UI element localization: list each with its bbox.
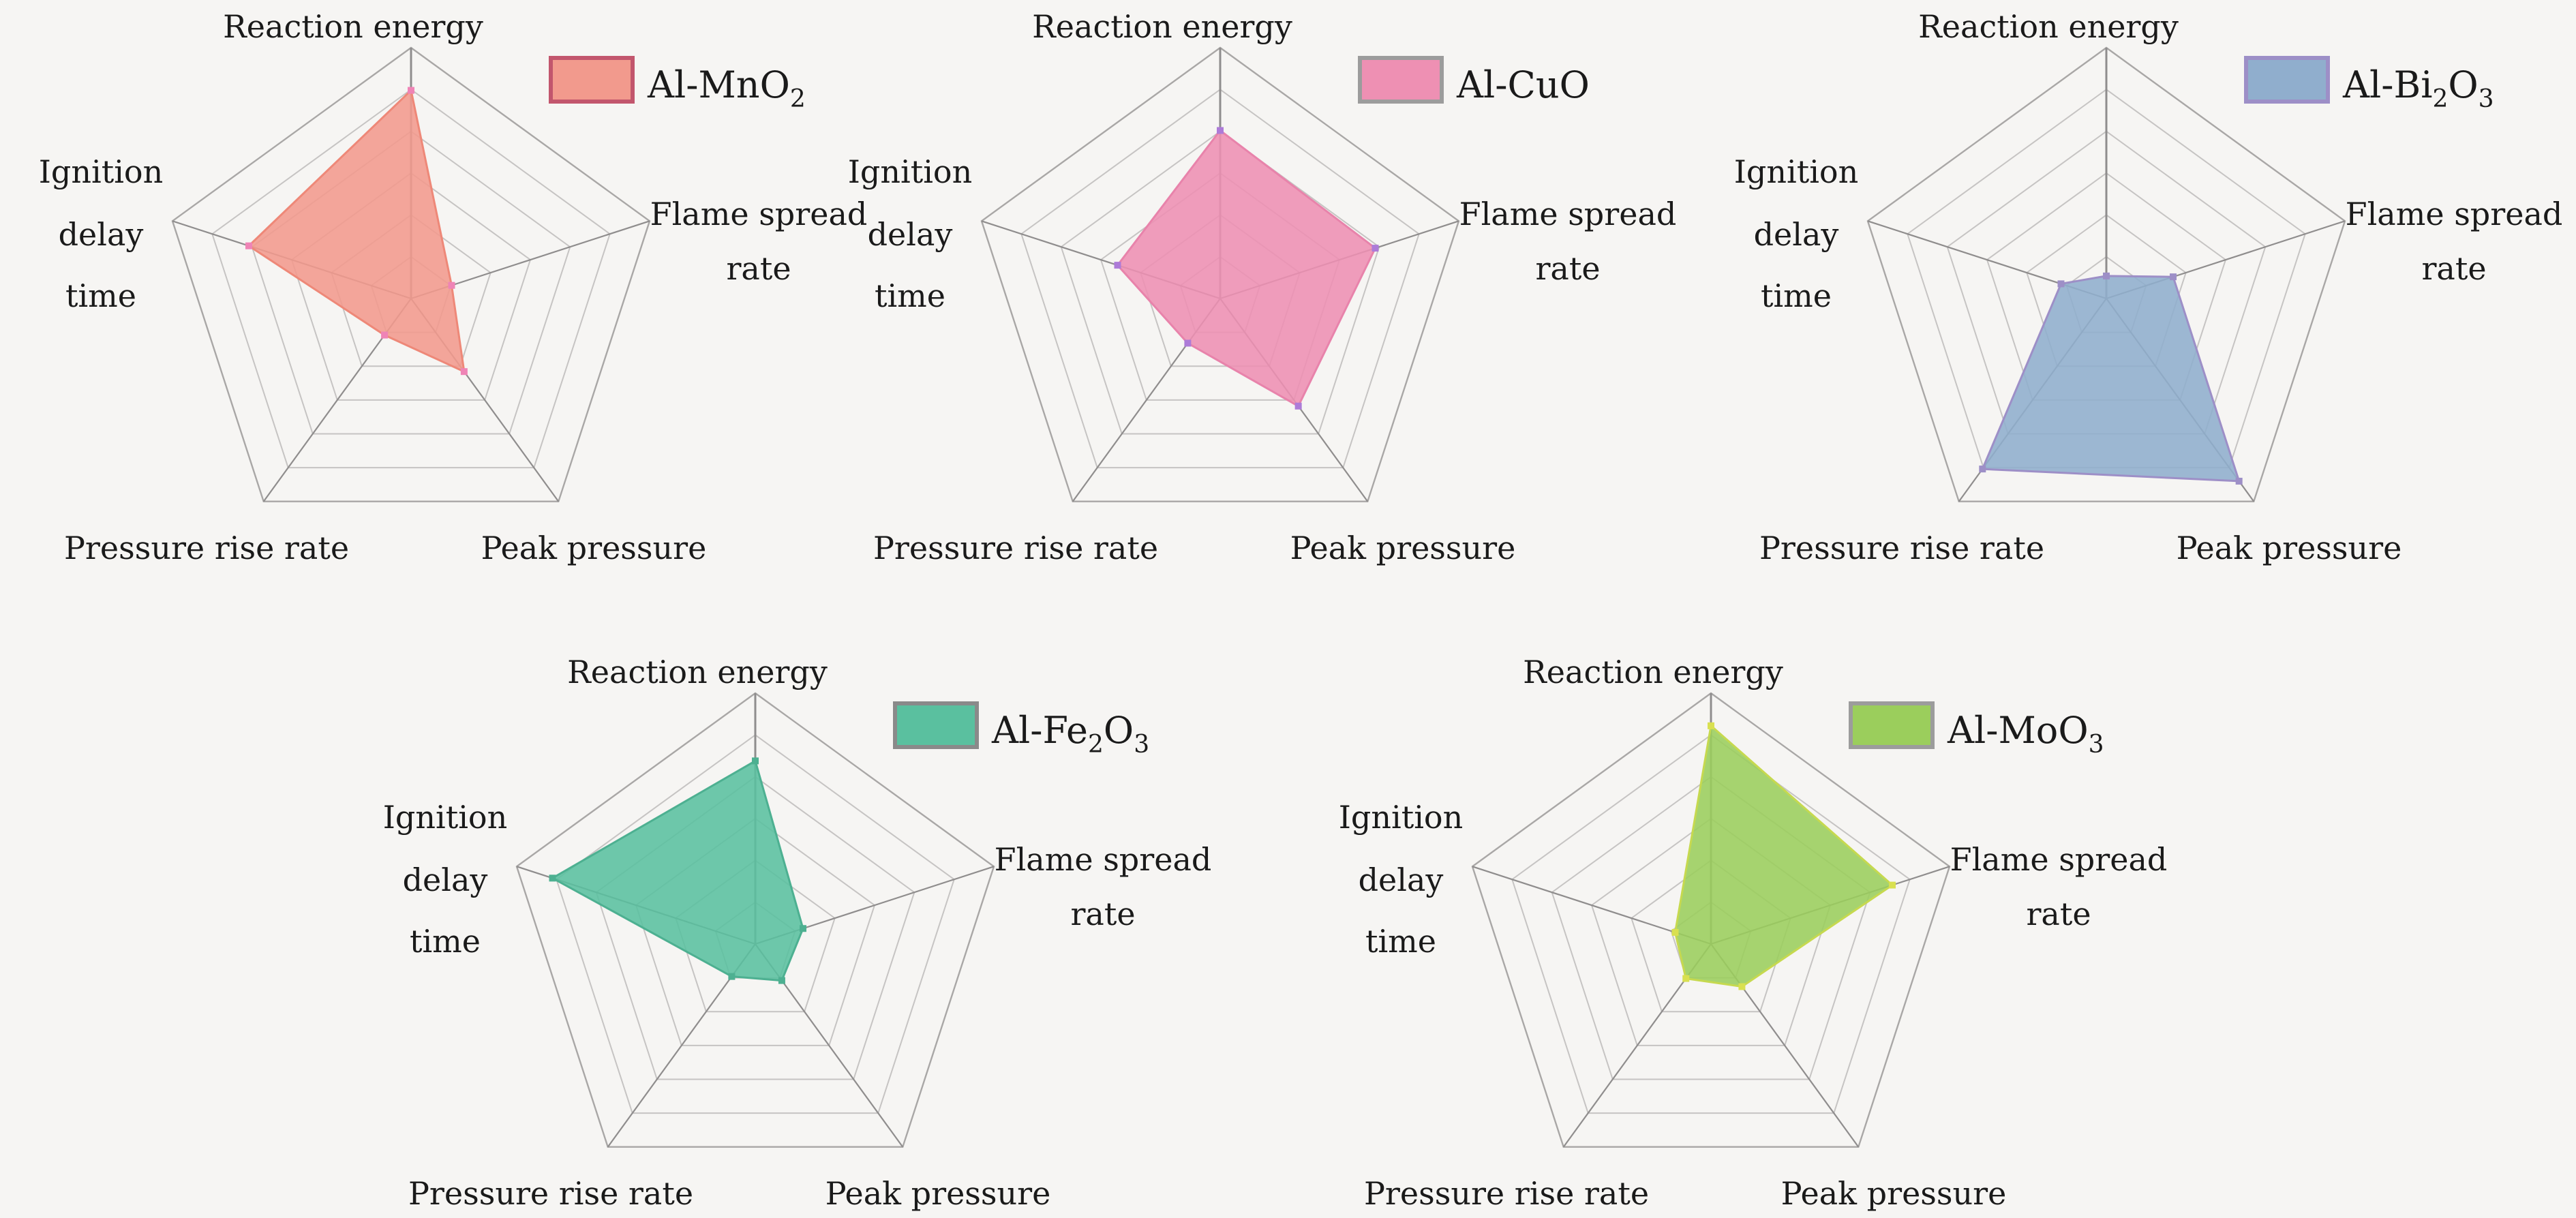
legend-label: Al-Fe2O3 [991,709,1149,759]
grid-ring [211,89,611,469]
grid-spoke [1472,866,1712,945]
series-vertex-marker [1708,722,1714,729]
axis-label-flame_spread_rate: Flame spread [650,196,868,232]
series-vertex-marker [1738,983,1746,990]
series-vertex-marker [1888,881,1896,889]
axis-label-ignition_delay_time: Ignition [39,153,163,190]
axis-label-ignition_delay_time: time [1365,923,1436,960]
series-polygon [551,759,804,982]
series-vertex-marker [1184,339,1192,347]
legend-swatch [893,701,979,749]
axis-label-ignition_delay_time: Ignition [1339,799,1463,836]
axis-label-ignition_delay_time: time [1761,277,1832,314]
axis-label-flame_spread_rate: rate [1535,250,1600,287]
series-vertex-marker [1217,127,1224,134]
legend-label: Al-MnO2 [647,63,806,113]
axis-label-peak_pressure: Peak pressure [1290,530,1516,566]
series-vertex-marker [1979,466,1986,473]
radar-chart-almoo3: Reaction energy Flame spread rate Peak pres… [1339,654,2168,1212]
series-vertex-marker [752,757,759,765]
series-vertex-marker [549,874,556,882]
axis-label-ignition_delay_time: delay [1359,862,1444,898]
grid-ring [1060,130,1380,435]
axis-label-pressure_rise_rate: Pressure rise rate [873,530,1158,566]
grid-ring [1511,734,1911,1114]
axis-label-flame_spread_rate: rate [2421,250,2486,287]
axis-label-ignition_delay_time: delay [868,216,953,253]
grid-outer-pentagon [1471,692,1951,1148]
axis-label-pressure_rise_rate: Pressure rise rate [1364,1175,1649,1212]
axis-label-ignition_delay_time: Ignition [1734,153,1858,190]
axis-label-peak_pressure: Peak pressure [1781,1175,2007,1212]
legend-swatch [2244,56,2330,104]
legend-label: Al-CuO [1456,63,1590,106]
grid-outer-pentagon [515,692,995,1148]
legend-swatch [1358,56,1444,104]
radar-chart-alcuo: Reaction energy Flame spread rate Peak pres… [848,8,1677,566]
legend-label: Al-Bi2O3 [2342,63,2494,113]
axis-label-ignition_delay_time: Ignition [383,799,507,836]
axis-label-pressure_rise_rate: Pressure rise rate [64,530,349,566]
series-vertex-marker [1671,928,1679,936]
axis-label-peak_pressure: Peak pressure [825,1175,1051,1212]
legend-label: Al-MoO3 [1947,709,2104,759]
series-vertex-marker [1372,245,1379,252]
axis-label-reaction_energy: Reaction energy [567,654,828,690]
axis-label-peak_pressure: Peak pressure [2177,530,2402,566]
series-vertex-marker [408,87,414,94]
grid-ring [556,734,955,1114]
series-vertex-marker [799,925,806,932]
axis-label-ignition_delay_time: time [65,277,136,314]
axis-label-flame_spread_rate: Flame spread [2346,196,2563,232]
axis-label-ignition_delay_time: time [875,277,945,314]
axis-label-pressure_rise_rate: Pressure rise rate [1759,530,2044,566]
series-vertex-marker [2235,477,2243,485]
series-polygon [1117,129,1376,408]
axis-label-flame_spread_rate: rate [1070,896,1135,932]
axis-label-reaction_energy: Reaction energy [1918,8,2179,45]
grid-outer-pentagon [1866,46,2346,502]
axis-label-flame_spread_rate: Flame spread [1459,196,1677,232]
axis-label-flame_spread_rate: Flame spread [995,841,1212,878]
series-vertex-marker [728,973,736,980]
series-polygon [1981,275,2241,483]
axis-label-reaction_energy: Reaction energy [223,8,483,45]
series-vertex-marker [778,977,785,984]
series-vertex-marker [1294,402,1302,410]
axis-label-ignition_delay_time: delay [59,216,144,253]
series-polygon [1674,725,1894,988]
radar-chart-alfe2o3: Reaction energy Flame spread rate Peak pres… [383,654,1212,1212]
axis-label-reaction_energy: Reaction energy [1032,8,1292,45]
series-vertex-marker [448,281,455,289]
grid-outer-pentagon [980,46,1460,502]
axis-label-ignition_delay_time: delay [1754,216,1839,253]
axis-label-pressure_rise_rate: Pressure rise rate [408,1175,693,1212]
radar-chart-albi2o3: Reaction energy Flame spread rate Peak pres… [1734,8,2563,566]
axis-label-ignition_delay_time: time [410,923,481,960]
axis-label-flame_spread_rate: rate [2026,896,2091,932]
legend-swatch [1849,701,1935,749]
series-vertex-marker [1114,262,1121,269]
grid-outer-pentagon [171,46,651,502]
series-vertex-marker [2057,280,2065,288]
axis-label-ignition_delay_time: Ignition [848,153,972,190]
series-polygon [247,89,466,373]
series-vertex-marker [2169,273,2177,281]
axis-label-reaction_energy: Reaction energy [1523,654,1783,690]
radar-chart-almno2: Reaction energy Flame spread rate Peak pres… [39,8,868,566]
grid-ring [1020,89,1420,469]
series-vertex-marker [1682,975,1690,982]
series-vertex-marker [2103,272,2110,279]
axis-label-ignition_delay_time: delay [403,862,488,898]
axis-label-peak_pressure: Peak pressure [481,530,707,566]
series-vertex-marker [460,368,468,376]
series-vertex-marker [245,242,253,249]
series-vertex-marker [381,331,389,339]
legend-swatch [549,56,635,104]
axis-label-flame_spread_rate: rate [726,250,791,287]
axis-label-flame_spread_rate: Flame spread [1950,841,2168,878]
